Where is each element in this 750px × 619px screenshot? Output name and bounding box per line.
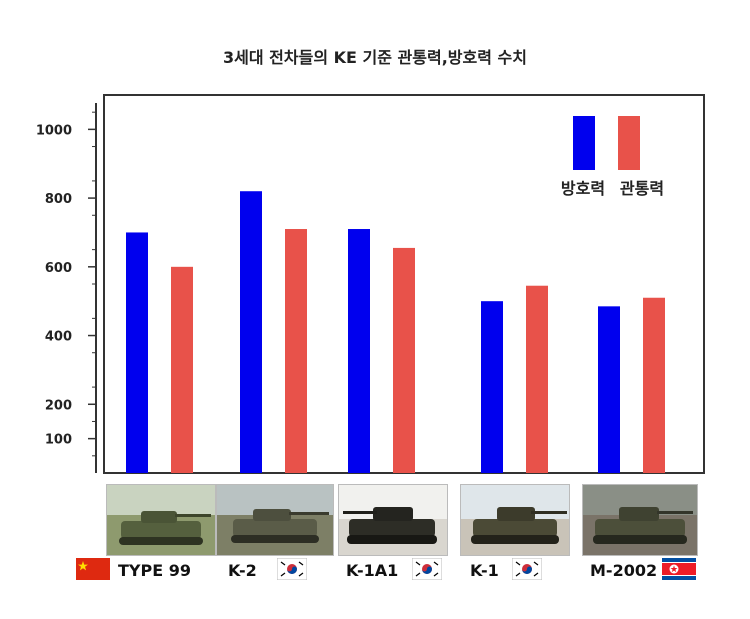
bar-protection-4 bbox=[598, 306, 620, 473]
bar-penetration-2 bbox=[393, 247, 415, 473]
y-tick-label: 200 bbox=[45, 398, 72, 413]
bar-penetration-3 bbox=[526, 285, 548, 473]
north-korea-flag-icon bbox=[662, 558, 696, 580]
legend-label-protection: 방호력 bbox=[561, 179, 605, 198]
chart-title: 3세대 전차들의 KE 기준 관통력,방호력 수치 bbox=[223, 48, 527, 67]
legend-swatch-protection bbox=[573, 116, 595, 170]
bar-protection-1 bbox=[240, 191, 262, 473]
category-label-m2002: M-2002 bbox=[590, 561, 658, 580]
legend-swatch-penetration bbox=[618, 116, 640, 170]
bar-protection-0 bbox=[126, 232, 148, 473]
category-label-k1: K-1 bbox=[470, 561, 499, 580]
bar-penetration-4 bbox=[643, 297, 665, 473]
bar-penetration-1 bbox=[285, 229, 307, 473]
category-label-k2: K-2 bbox=[228, 561, 257, 580]
south-korea-flag-icon bbox=[512, 558, 542, 580]
category-label-type99: TYPE 99 bbox=[118, 561, 191, 580]
y-tick-label: 100 bbox=[45, 433, 72, 448]
y-tick-label: 600 bbox=[45, 261, 72, 276]
bar-penetration-0 bbox=[171, 266, 193, 473]
china-flag-icon bbox=[76, 558, 110, 580]
bar-protection-3 bbox=[481, 301, 503, 473]
tank-photo-k1 bbox=[460, 484, 570, 556]
tank-photo-type99 bbox=[106, 484, 216, 556]
y-tick-label: 800 bbox=[45, 192, 72, 207]
tank-photo-k1a1 bbox=[338, 484, 448, 556]
legend-label-penetration: 관통력 bbox=[620, 179, 664, 198]
tank-photo-k2 bbox=[216, 484, 334, 556]
y-tick-label: 400 bbox=[45, 330, 72, 345]
south-korea-flag-icon bbox=[412, 558, 442, 580]
category-label-k1a1: K-1A1 bbox=[346, 561, 399, 580]
bar-protection-2 bbox=[348, 229, 370, 473]
tank-photo-m2002 bbox=[582, 484, 698, 556]
bar-chart: 1000 800 600 400 200 100 방호력 관통력 bbox=[36, 94, 705, 474]
south-korea-flag-icon bbox=[277, 558, 307, 580]
y-tick-label: 1000 bbox=[36, 123, 72, 138]
